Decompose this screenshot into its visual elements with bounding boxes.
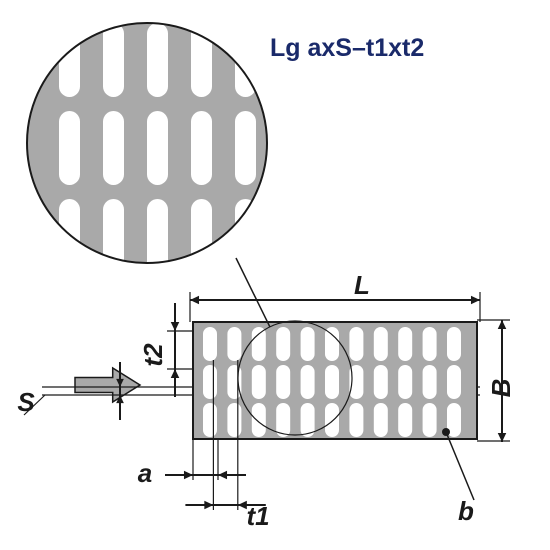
svg-text:t2: t2 xyxy=(138,343,168,367)
plate xyxy=(193,322,477,439)
svg-text:L: L xyxy=(354,270,370,300)
svg-text:B: B xyxy=(486,379,516,398)
title-text: Lg axS–t1xt2 xyxy=(270,34,424,62)
svg-text:S: S xyxy=(17,387,35,417)
direction-arrow xyxy=(75,368,140,402)
svg-text:t1: t1 xyxy=(246,501,269,531)
zoom-detail xyxy=(27,23,267,273)
svg-text:a: a xyxy=(138,458,152,488)
label-b: b xyxy=(458,496,474,526)
